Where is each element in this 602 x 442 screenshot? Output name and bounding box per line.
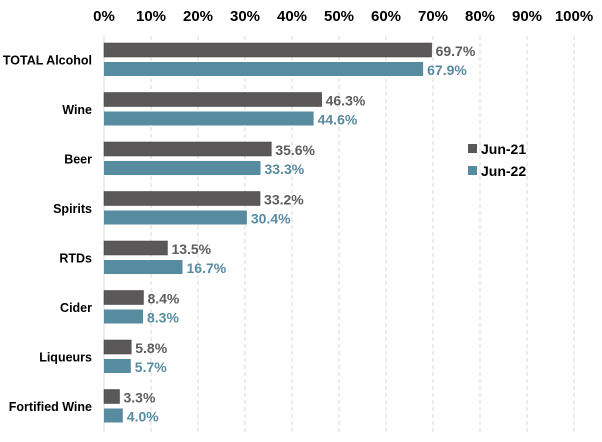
legend-label: Jun-21 — [481, 141, 526, 157]
data-label: 5.7% — [135, 359, 167, 375]
bar-jun-22 — [104, 260, 183, 274]
x-tick-label: 90% — [512, 8, 542, 25]
bar-jun-21 — [103, 290, 144, 305]
x-tick-label: 50% — [324, 8, 354, 25]
x-tick-label: 40% — [277, 8, 307, 25]
bar-jun-21 — [103, 339, 132, 355]
category-label: Spirits — [53, 202, 92, 216]
x-tick-label: 30% — [230, 8, 260, 25]
bar-jun-22 — [104, 62, 424, 76]
x-tick-label: 20% — [183, 8, 213, 25]
data-label: 4.0% — [127, 409, 159, 425]
bar-jun-22 — [104, 210, 247, 225]
bar-jun-22 — [104, 408, 123, 423]
bar-jun-22 — [104, 359, 131, 373]
category-label: RTDs — [59, 252, 92, 266]
bar-jun-21 — [103, 240, 168, 256]
x-tick-label: 0% — [93, 8, 115, 25]
category-label: Wine — [62, 103, 92, 117]
category-label: Cider — [60, 301, 92, 315]
data-label: 8.3% — [147, 310, 179, 326]
data-label: 3.3% — [124, 390, 156, 406]
data-label: 33.3% — [265, 161, 305, 177]
data-label: 67.9% — [427, 62, 467, 78]
x-tick-label: 80% — [465, 8, 495, 25]
bar-jun-22 — [104, 111, 314, 126]
legend-label: Jun-22 — [481, 163, 526, 179]
bar-jun-21 — [103, 389, 120, 404]
category-label: Fortified Wine — [9, 400, 92, 414]
x-tick-label: 100% — [555, 8, 593, 25]
bar-jun-22 — [104, 161, 261, 175]
bar-jun-21 — [103, 191, 261, 206]
x-tick-label: 60% — [371, 8, 401, 25]
data-label: 33.2% — [264, 192, 304, 208]
data-label: 13.5% — [171, 241, 211, 257]
category-label: TOTAL Alcohol — [3, 54, 92, 68]
data-label: 30.4% — [251, 211, 291, 227]
data-label: 69.7% — [436, 43, 476, 59]
data-label: 46.3% — [326, 93, 366, 109]
data-label: 5.8% — [135, 340, 167, 356]
bar-jun-21 — [103, 92, 322, 107]
category-label: Liqueurs — [39, 351, 92, 365]
category-label: Beer — [64, 153, 92, 167]
x-tick-label: 10% — [136, 8, 166, 25]
bar-jun-21 — [103, 42, 432, 58]
data-label: 35.6% — [275, 142, 315, 158]
legend-swatch — [468, 144, 477, 153]
bar-jun-22 — [104, 309, 144, 324]
x-tick-label: 70% — [418, 8, 448, 25]
legend-swatch — [468, 166, 477, 175]
data-label: 16.7% — [186, 260, 226, 276]
data-label: 44.6% — [318, 112, 358, 128]
bar-jun-21 — [103, 141, 272, 157]
data-label: 8.4% — [147, 291, 179, 307]
